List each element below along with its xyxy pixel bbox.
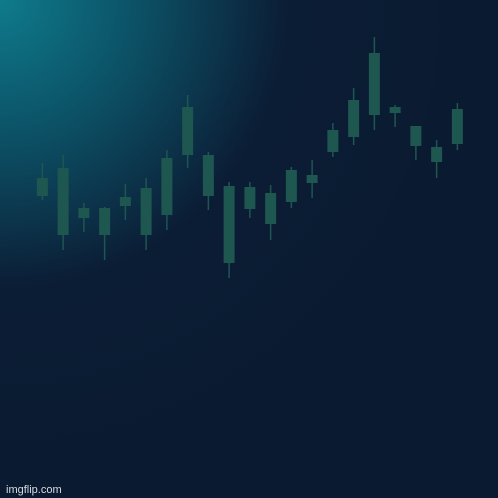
candle-body	[265, 193, 277, 224]
candle-body	[223, 186, 235, 263]
candle-body	[99, 208, 111, 235]
candle-body	[327, 130, 339, 152]
candle-body	[410, 126, 422, 146]
candle-body	[119, 197, 131, 206]
watermark: imgflip.com	[6, 484, 62, 496]
candle-body	[202, 155, 214, 196]
candle-body	[36, 178, 48, 196]
candle-body	[348, 100, 360, 137]
candle-body	[451, 109, 463, 144]
candle-body	[182, 107, 194, 155]
candle-body	[244, 187, 256, 209]
candle-body	[140, 188, 152, 235]
candle-body	[285, 170, 297, 202]
candle-body	[161, 158, 173, 215]
candle-body	[57, 168, 69, 235]
candle-body	[306, 175, 318, 183]
candle-body	[389, 107, 401, 113]
candle-body	[368, 53, 380, 115]
candle-body	[431, 147, 443, 162]
candle-body	[78, 208, 90, 218]
